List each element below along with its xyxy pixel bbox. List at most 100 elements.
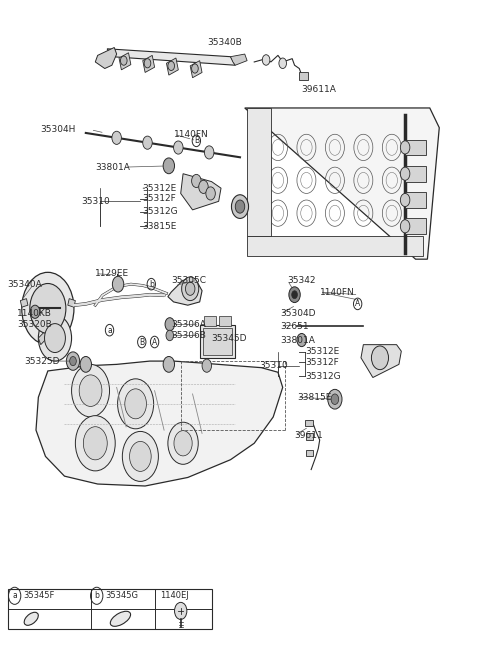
Circle shape xyxy=(235,200,245,213)
Circle shape xyxy=(75,416,115,471)
Bar xyxy=(405,192,426,208)
Text: 33815E: 33815E xyxy=(297,392,331,402)
Circle shape xyxy=(400,194,410,207)
Polygon shape xyxy=(361,345,401,377)
Text: 1140EJ: 1140EJ xyxy=(160,591,189,600)
Circle shape xyxy=(72,365,109,417)
Text: 33801A: 33801A xyxy=(96,162,130,172)
Circle shape xyxy=(84,427,107,460)
Circle shape xyxy=(231,195,249,218)
Bar xyxy=(306,434,313,440)
Text: B: B xyxy=(139,337,144,347)
Bar xyxy=(300,72,308,80)
Text: 1140FN: 1140FN xyxy=(174,130,208,139)
Circle shape xyxy=(372,346,388,370)
Polygon shape xyxy=(230,54,247,65)
Polygon shape xyxy=(107,49,235,65)
Circle shape xyxy=(125,389,146,419)
Polygon shape xyxy=(20,298,28,307)
Bar xyxy=(405,166,426,182)
Circle shape xyxy=(199,180,208,194)
Circle shape xyxy=(168,422,198,464)
Text: 35340A: 35340A xyxy=(8,280,42,288)
Bar xyxy=(306,450,313,456)
Circle shape xyxy=(112,131,121,145)
Text: a: a xyxy=(107,326,112,335)
Circle shape xyxy=(174,431,192,456)
Circle shape xyxy=(45,324,65,353)
Text: b: b xyxy=(94,591,99,600)
Circle shape xyxy=(112,276,124,292)
Ellipse shape xyxy=(110,611,131,627)
Circle shape xyxy=(400,141,410,154)
Polygon shape xyxy=(143,56,155,72)
Bar xyxy=(247,236,423,256)
Circle shape xyxy=(165,318,175,331)
Polygon shape xyxy=(36,361,283,486)
Polygon shape xyxy=(68,298,75,307)
Circle shape xyxy=(163,357,175,372)
Text: 35320B: 35320B xyxy=(17,320,52,330)
Polygon shape xyxy=(245,108,439,259)
Circle shape xyxy=(168,61,175,70)
Circle shape xyxy=(79,375,102,406)
Bar xyxy=(247,108,271,236)
Circle shape xyxy=(120,56,127,65)
Circle shape xyxy=(185,282,195,295)
Text: 35312F: 35312F xyxy=(143,194,177,203)
Text: 35304D: 35304D xyxy=(280,309,316,318)
Circle shape xyxy=(292,291,298,298)
Bar xyxy=(405,218,426,234)
Polygon shape xyxy=(203,328,232,355)
Circle shape xyxy=(328,389,342,409)
Text: 33801A: 33801A xyxy=(280,335,315,345)
Text: 35312E: 35312E xyxy=(305,347,340,357)
Circle shape xyxy=(400,219,410,233)
Text: 35340B: 35340B xyxy=(207,38,241,46)
Text: A: A xyxy=(355,300,360,308)
Circle shape xyxy=(206,187,216,200)
Text: A: A xyxy=(152,337,157,347)
Circle shape xyxy=(279,58,287,68)
Polygon shape xyxy=(38,328,50,345)
Bar xyxy=(305,420,312,426)
Bar xyxy=(204,316,216,326)
Text: 35312G: 35312G xyxy=(143,208,179,216)
Bar xyxy=(219,316,230,326)
Circle shape xyxy=(130,442,151,471)
Circle shape xyxy=(204,146,214,159)
Circle shape xyxy=(30,284,66,333)
Polygon shape xyxy=(200,325,235,358)
Circle shape xyxy=(202,359,212,372)
Polygon shape xyxy=(167,58,179,75)
Text: 35304H: 35304H xyxy=(41,125,76,134)
Text: 35345G: 35345G xyxy=(105,591,138,600)
Text: 1129EE: 1129EE xyxy=(96,269,130,278)
Circle shape xyxy=(144,58,151,68)
Circle shape xyxy=(143,136,152,149)
Text: 35342: 35342 xyxy=(288,276,316,284)
Circle shape xyxy=(174,141,183,154)
Text: 35306A: 35306A xyxy=(171,320,206,330)
Circle shape xyxy=(192,64,198,73)
Circle shape xyxy=(262,55,270,65)
Circle shape xyxy=(38,315,72,361)
Text: 35312F: 35312F xyxy=(305,358,339,367)
Bar xyxy=(8,589,212,629)
Text: 35345D: 35345D xyxy=(212,333,247,343)
Text: 32651: 32651 xyxy=(280,322,309,331)
Text: 1140KB: 1140KB xyxy=(17,308,52,318)
Polygon shape xyxy=(119,53,131,70)
Circle shape xyxy=(400,167,410,180)
Ellipse shape xyxy=(24,613,38,625)
Circle shape xyxy=(331,394,339,404)
Text: 35310: 35310 xyxy=(259,361,288,370)
Text: 39611A: 39611A xyxy=(301,85,336,94)
Text: b: b xyxy=(149,280,154,288)
Polygon shape xyxy=(168,280,202,305)
Circle shape xyxy=(181,277,199,300)
Polygon shape xyxy=(96,48,117,68)
Text: 33815E: 33815E xyxy=(143,222,177,231)
Bar xyxy=(405,139,426,155)
Text: 35345F: 35345F xyxy=(23,591,55,600)
